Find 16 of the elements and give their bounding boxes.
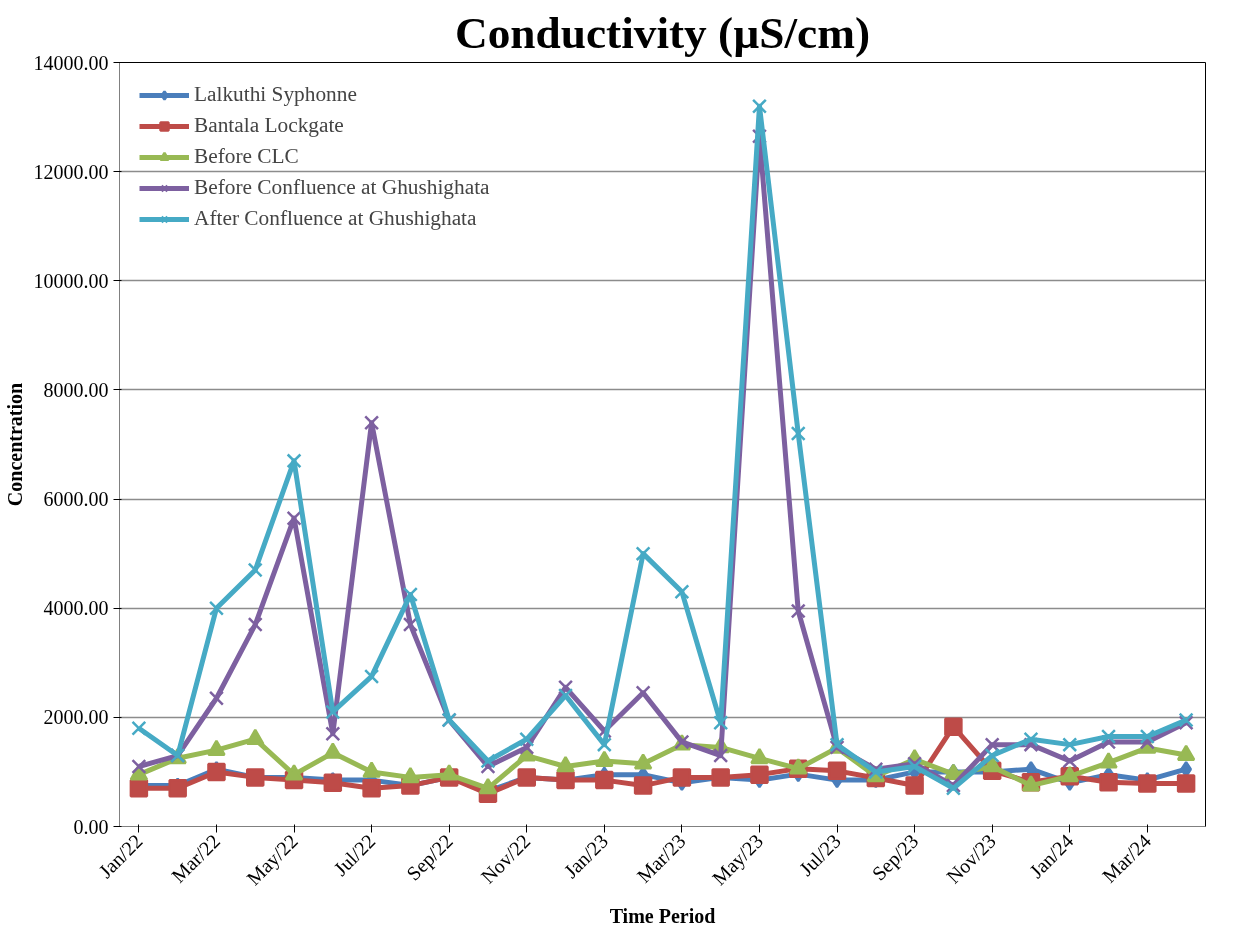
- y-tick-label: 2000.00: [43, 706, 109, 729]
- y-tick-label: 6000.00: [43, 488, 109, 511]
- y-tick-label: 8000.00: [43, 378, 109, 401]
- legend-label: Bantala Lockgate: [194, 113, 344, 138]
- y-tick-label: 12000.00: [33, 160, 109, 183]
- legend-label: Before CLC: [194, 144, 299, 169]
- y-tick-label: 14000.00: [33, 51, 109, 74]
- legend-label: After Confluence at Ghushighata: [194, 206, 477, 231]
- legend-label: Before Confluence at Ghushighata: [194, 175, 490, 200]
- chart-title: Conductivity (µS/cm): [454, 7, 871, 58]
- legend-label: Lalkuthi Syphonne: [194, 82, 357, 107]
- y-tick-label: 4000.00: [43, 597, 109, 620]
- y-tick-label: 0.00: [73, 815, 109, 838]
- x-axis-title: Time Period: [609, 905, 716, 928]
- y-axis-title: Concentration: [3, 382, 26, 507]
- y-tick-label: 10000.00: [33, 269, 109, 292]
